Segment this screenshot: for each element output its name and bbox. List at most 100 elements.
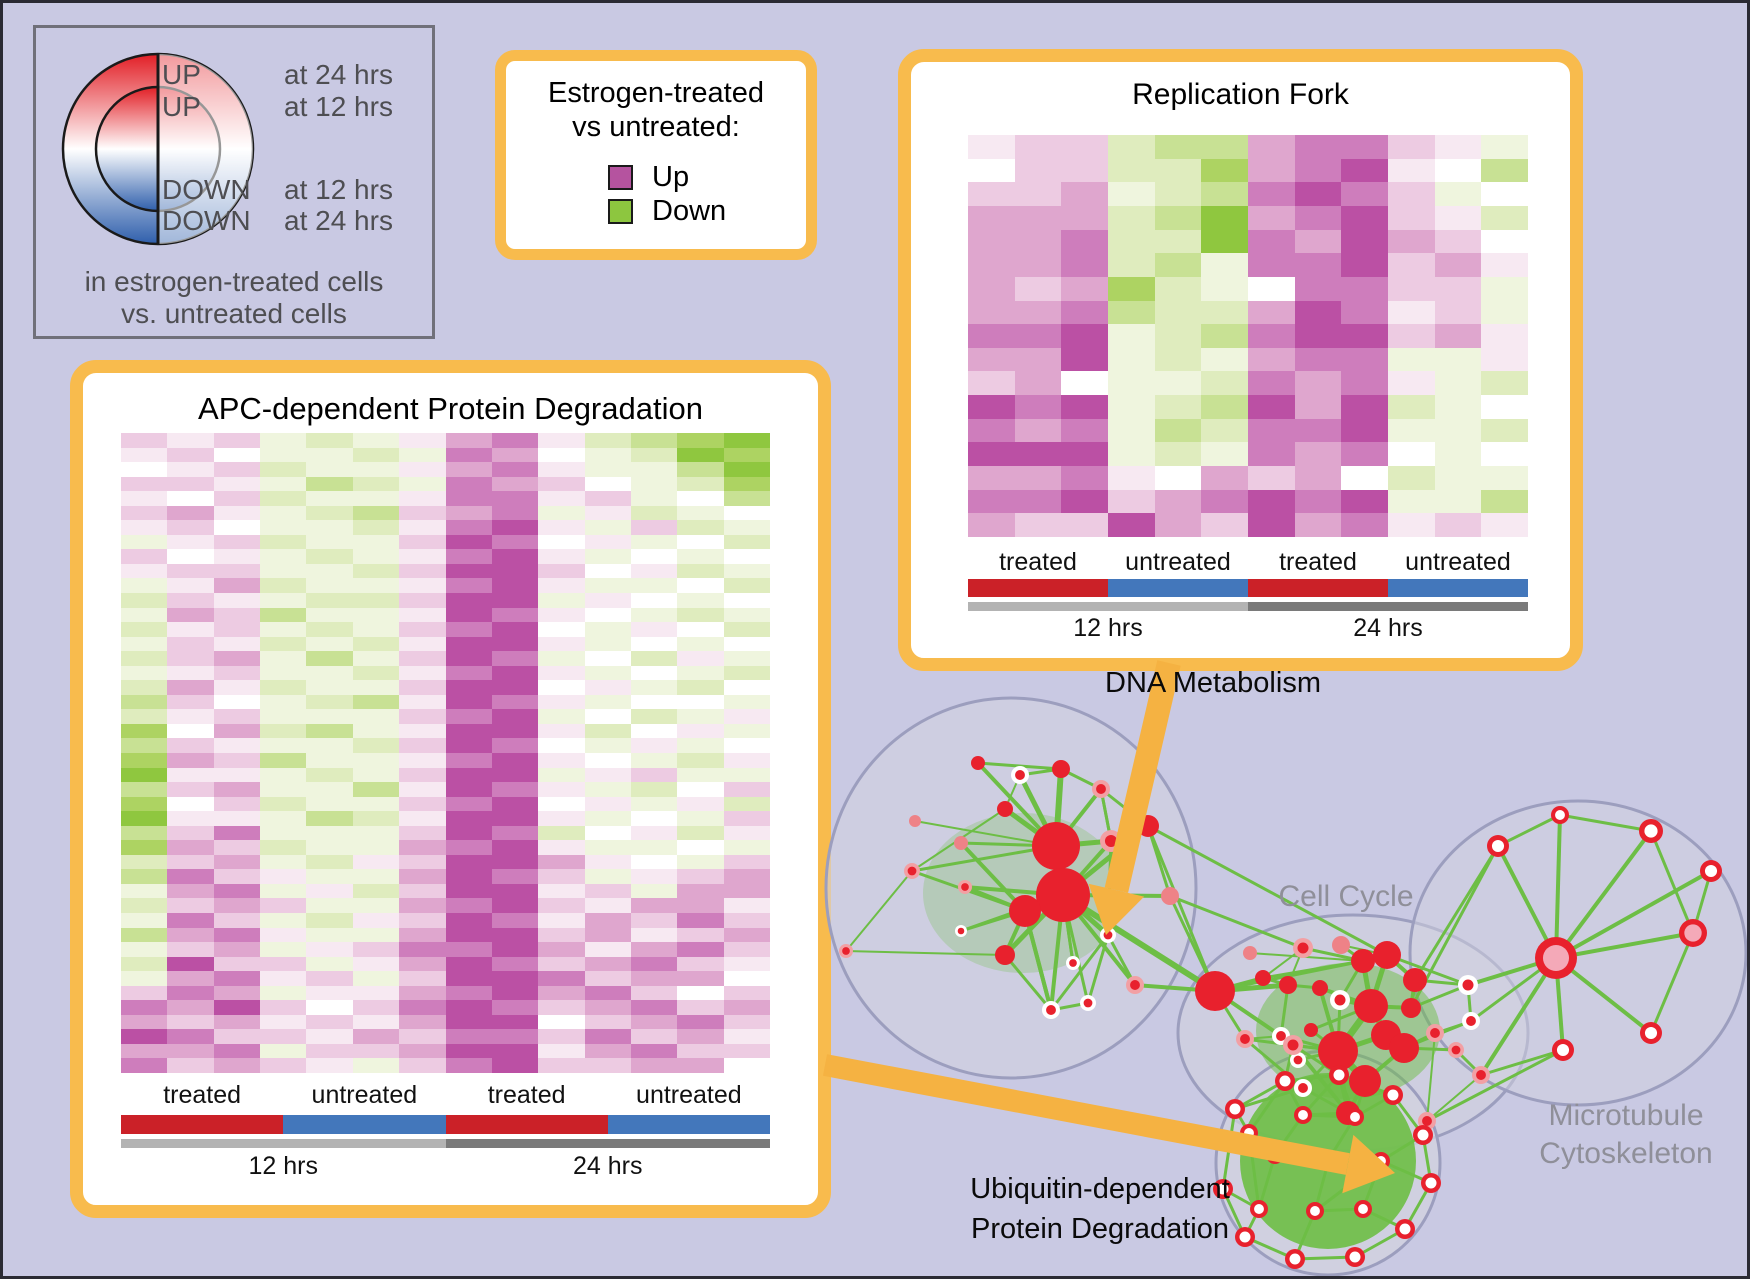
heatmap-cell — [538, 447, 585, 463]
heatmap-cell — [723, 927, 770, 943]
annotation-arrow-head — [1342, 1134, 1395, 1194]
heatmap-cell — [1341, 513, 1388, 537]
heatmap-cell — [213, 971, 261, 986]
network-edge — [1338, 1073, 1394, 1097]
heatmap-cell — [1248, 442, 1295, 467]
heatmap-cell — [1341, 158, 1388, 183]
heatmap-cell — [1248, 395, 1295, 419]
heatmap-cell — [1154, 513, 1202, 537]
heatmap-cell — [723, 1000, 770, 1015]
heatmap-cell — [213, 723, 261, 739]
heatmap-cell — [968, 442, 1015, 467]
heatmap-cell — [445, 1043, 492, 1059]
heatmap-cell — [352, 476, 400, 492]
gene-node — [1250, 1200, 1268, 1218]
heatmap-cell — [167, 854, 214, 870]
heatmap-cell — [723, 433, 770, 448]
heatmap-cell — [260, 840, 307, 855]
heatmap-cell — [1294, 371, 1342, 396]
heatmap-cell — [1434, 205, 1482, 230]
network-edge — [1287, 947, 1304, 986]
heatmap-cell — [630, 767, 678, 783]
heatmap-cell — [167, 898, 214, 913]
heatmap-cell — [167, 1043, 214, 1059]
legend-caption-line1: in estrogen-treated cells — [84, 266, 384, 297]
heatmap-cell — [121, 433, 168, 448]
heatmap-cell — [538, 753, 585, 768]
heatmap-cell — [491, 447, 539, 463]
heatmap-cell — [306, 753, 353, 768]
network-edge — [1050, 1001, 1089, 1012]
heatmap-cell — [121, 1058, 168, 1073]
heatmap-cell — [1108, 158, 1155, 183]
heatmap-cell — [445, 462, 492, 477]
heatmap-cell — [538, 971, 585, 986]
heatmap-cell — [723, 505, 770, 521]
gene-node — [1389, 1033, 1419, 1063]
heatmap-cell — [260, 563, 307, 579]
heatmap-cell — [723, 913, 770, 928]
heatmap-cell — [584, 1029, 631, 1044]
gene-node-core — [961, 883, 969, 891]
network-edge — [1336, 999, 1342, 1052]
heatmap-cell — [445, 549, 492, 564]
heatmap-cell — [630, 971, 678, 986]
heatmap-cell — [167, 811, 214, 826]
gene-node — [1458, 975, 1478, 995]
heatmap-cell — [584, 825, 631, 841]
heatmap-cell — [677, 811, 724, 826]
heatmap-cell — [167, 563, 214, 579]
network-edge — [1273, 1114, 1305, 1156]
heatmap-cell — [1341, 371, 1388, 396]
heatmap-cell — [1481, 205, 1528, 230]
heatmap-cell — [213, 883, 261, 899]
heatmap-cell — [306, 942, 353, 957]
heatmap-cell — [445, 782, 492, 797]
gene-node — [1395, 1219, 1415, 1239]
network-edge — [1003, 893, 1065, 957]
heatmap-cell — [630, 927, 678, 943]
heatmap-cell — [1014, 324, 1062, 348]
heatmap-cell — [167, 723, 214, 739]
heatmap-cell — [352, 636, 400, 652]
heatmap-cell — [445, 665, 492, 681]
heatmap-cell — [1248, 276, 1295, 301]
gene-node-core — [1289, 1253, 1301, 1265]
gene-node-core — [1451, 1045, 1461, 1055]
heatmap-cell — [399, 796, 446, 812]
gene-node-core — [1333, 1069, 1345, 1081]
heatmap-cell — [306, 1058, 353, 1073]
heatmap-cell — [630, 534, 678, 550]
heatmap-cell — [445, 593, 492, 608]
apc-untreated-segment-1 — [283, 1115, 446, 1134]
heatmap-cell — [445, 694, 492, 710]
heatmap-cell — [1061, 324, 1108, 348]
heatmap-cell — [1248, 489, 1295, 514]
heatmap-cell — [306, 1014, 353, 1030]
heatmap-cell — [399, 1043, 446, 1059]
heatmap-cell — [1201, 418, 1248, 443]
network-edge — [1062, 893, 1171, 898]
heatmap-cell — [723, 462, 770, 477]
gene-node-core — [1462, 979, 1474, 991]
apc-24hrs-label: 24 hrs — [573, 1152, 643, 1180]
gene-node-core — [1015, 770, 1025, 780]
heatmap-cell — [968, 205, 1015, 230]
heatmap-cell — [1061, 229, 1108, 254]
heatmap-cell — [723, 796, 770, 812]
gene-node-core — [1104, 834, 1118, 848]
heatmap-cell — [1434, 324, 1482, 348]
gene-node — [1372, 1152, 1390, 1170]
heatmap-cell — [723, 578, 770, 593]
heatmap-cell — [399, 869, 446, 884]
heatmap-cell — [399, 534, 446, 550]
heatmap-cell — [445, 927, 492, 943]
heatmap-cell — [399, 593, 446, 608]
apc-treated-label-2: treated — [487, 1081, 566, 1109]
network-edge — [914, 820, 1057, 847]
heatmap-cell — [538, 767, 585, 783]
heatmap-cell — [1388, 135, 1435, 159]
heatmap-cell — [352, 665, 400, 681]
heatmap-cell — [630, 898, 678, 913]
heatmap-cell — [491, 898, 539, 913]
